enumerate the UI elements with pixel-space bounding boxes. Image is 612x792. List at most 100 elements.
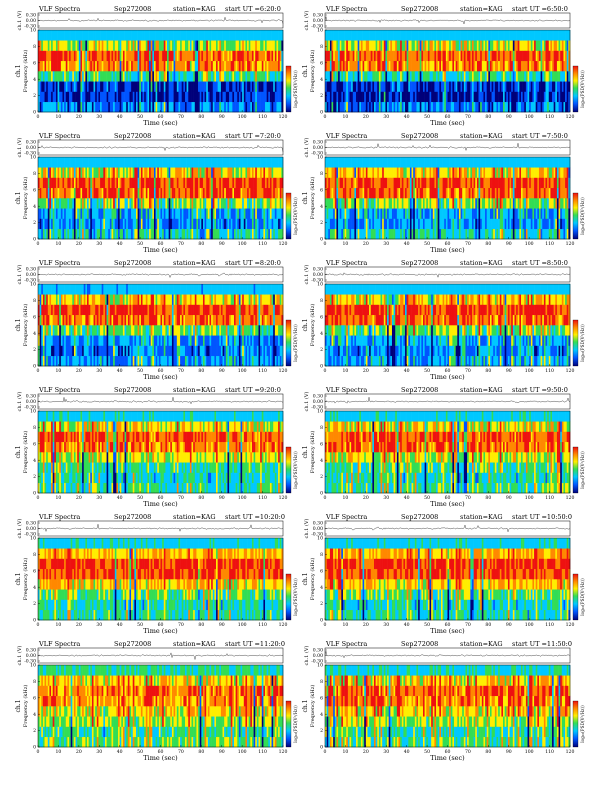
spectrogram-cell — [83, 81, 86, 92]
spectrogram-cell — [266, 81, 269, 92]
spectrogram-cell — [46, 198, 49, 209]
spectrogram-cell — [468, 101, 471, 113]
spectrogram-cell — [527, 71, 530, 82]
spectrogram-cell — [248, 91, 251, 103]
spectrogram-cell — [217, 81, 220, 92]
spectrogram-cell — [489, 91, 492, 103]
spectrogram-cell — [243, 71, 246, 82]
spectrogram-cell — [352, 101, 355, 113]
spectrogram-cell — [552, 40, 554, 51]
spectrogram-cell — [349, 101, 352, 113]
spectrogram-cell — [511, 40, 514, 51]
spectrogram-cell — [418, 71, 421, 82]
spectrogram-cell — [400, 50, 403, 62]
spectrogram-cell — [90, 71, 93, 82]
spectrogram-cell — [119, 101, 122, 113]
spectrogram-cell — [41, 91, 44, 103]
time-tick-label: 70 — [178, 241, 184, 247]
spectrogram-cell — [116, 40, 119, 51]
spectrogram-cell — [447, 71, 450, 82]
spectrogram-cell — [163, 40, 166, 51]
spectrogram-cell — [372, 30, 375, 41]
spectrogram-cell — [188, 60, 191, 72]
spectrogram-cell — [432, 71, 435, 82]
spectrogram-cell — [442, 60, 445, 72]
spectrogram-cell — [560, 81, 563, 92]
spectrogram-cell — [372, 91, 375, 103]
freq-tick-label: 10 — [30, 28, 36, 34]
spectrogram-cell — [189, 60, 192, 72]
spectrogram-cell — [537, 60, 540, 72]
spectrogram-cell — [170, 91, 173, 103]
spectrogram-cell — [418, 40, 421, 51]
spectrogram-cell — [406, 30, 409, 41]
spectrogram-cell — [555, 30, 558, 41]
spectrogram-cell — [403, 30, 406, 41]
spectrogram-cell — [47, 50, 50, 62]
spectrogram-cell — [149, 81, 151, 92]
spectrogram-cell — [365, 50, 368, 62]
spectrogram-cell — [503, 30, 505, 41]
spectrogram-cell — [380, 91, 383, 103]
spectrogram-cell — [449, 30, 452, 41]
spectrogram-cell — [342, 40, 345, 51]
time-tick-label: 20 — [76, 241, 82, 247]
spectrogram-cell — [370, 60, 373, 72]
spectrogram-cell — [144, 101, 147, 113]
spectrogram-cell — [137, 91, 140, 103]
spectrogram-cell — [342, 71, 345, 82]
spectrogram-cell — [140, 101, 143, 113]
spectrogram-cell — [452, 60, 455, 72]
spectrogram-cell — [405, 50, 407, 62]
spectrogram-cell — [449, 40, 452, 51]
spectrogram-cell — [225, 40, 228, 51]
spectrogram-cell — [237, 81, 240, 92]
spectrogram-cell — [69, 71, 71, 82]
spectrogram-cell — [442, 81, 445, 92]
spectrogram-cell — [538, 91, 541, 103]
spectrogram-cell — [88, 71, 91, 82]
spectrogram-cell — [119, 50, 122, 62]
spectrogram-cell — [171, 91, 174, 103]
spectrogram-cell — [426, 60, 429, 72]
spectrogram-cell — [534, 30, 536, 41]
spectrogram-cell — [347, 60, 350, 72]
spectrogram-cell — [168, 50, 171, 62]
spectrogram-cell — [260, 30, 263, 41]
spectrogram-cell — [237, 30, 240, 41]
spectrogram-cell — [516, 60, 519, 72]
spectrogram-cell — [198, 91, 200, 103]
spectrogram-cell — [180, 30, 183, 41]
freq-tick-label: 2 — [33, 93, 36, 99]
spectrogram-cell — [396, 91, 399, 103]
spectrogram-cell — [442, 71, 445, 82]
spectrogram-cell — [326, 101, 329, 113]
spectrogram-cell — [494, 30, 497, 41]
spectrogram-cell — [268, 50, 271, 62]
spectrogram-cell — [158, 40, 161, 51]
spectrogram-cell — [328, 91, 331, 103]
spectrogram-cell — [463, 30, 466, 41]
spectrogram-cell — [153, 50, 156, 62]
spectrogram-cell — [191, 81, 194, 92]
panel-start-ut: start UT =6:50:0 — [512, 5, 568, 13]
spectrogram-cell — [109, 91, 112, 103]
spectrogram-cell — [51, 71, 53, 82]
spectrogram-cell — [561, 91, 564, 103]
spectrogram-cell — [543, 30, 546, 41]
time-tick-label: 100 — [238, 114, 247, 120]
spectrogram-cell — [481, 91, 484, 103]
spectrogram-cell — [517, 40, 520, 51]
spectrogram-cell — [405, 101, 407, 113]
spectrogram-cell — [509, 40, 512, 51]
spectrogram-cell — [108, 91, 111, 103]
spectrogram-cell — [265, 101, 267, 113]
spectrogram-cell — [243, 60, 246, 72]
spectrogram-cell — [521, 91, 523, 103]
spectrogram-cell — [369, 91, 372, 103]
spectrogram-cell — [183, 30, 186, 41]
spectrogram-cell — [162, 60, 165, 72]
spectrogram-cell — [150, 91, 153, 103]
spectrogram-cell — [566, 91, 569, 103]
spectrogram-cell — [147, 71, 150, 82]
